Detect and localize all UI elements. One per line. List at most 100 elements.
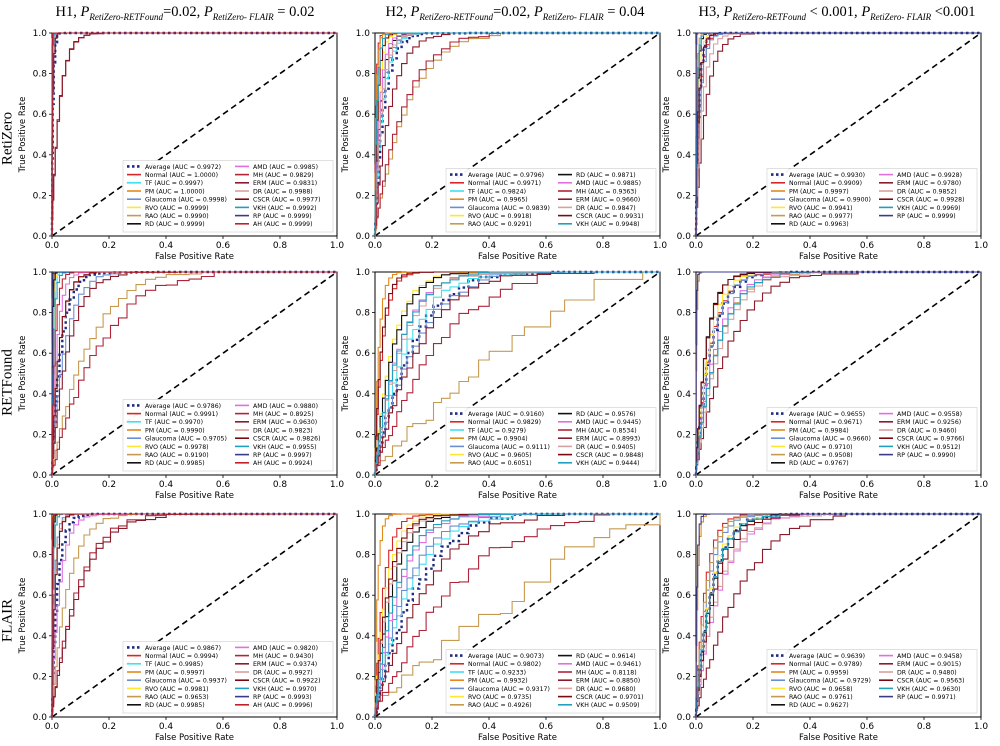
x-tick-label: 0.6 [216,722,231,732]
y-tick-label: 0.4 [33,632,48,642]
x-tick-label: 0.4 [159,241,174,251]
roc-panel-h3-flair: 0.0 0.2 0.4 0.6 0.8 1.0 0.0 0.2 0.4 0.6 0.8 1.0 Fals… [662,510,988,743]
y-tick-label: 0.0 [356,232,371,242]
x-tick-label: 0.0 [45,480,60,490]
x-tick-label: 1.0 [974,241,989,251]
x-tick-label: 0.2 [102,722,116,732]
x-tick-label: 0.0 [45,241,60,251]
x-tick-label: 0.2 [425,241,439,251]
legend-entry-glaucoma: Glaucoma (AUC = 0.9660) [789,436,871,443]
legend-box [766,407,978,472]
y-tick-label: 0.0 [33,232,48,242]
roc-curve-rp [695,513,981,717]
y-tick-label: 1.0 [677,268,692,278]
y-tick-label: 1.0 [677,29,692,39]
y-tick-label: 0.0 [677,471,692,481]
legend-entry-rao: RAO (AUC = 0.9653) [145,694,209,701]
legend-entry-rvo: RVO (AUC = 0.9978) [145,444,209,451]
legend-entry-rd: RD (AUC = 0.9871) [576,172,636,179]
legend-entry-mh: MH (AUC = 0.8925) [253,411,314,418]
x-tick-label: 1.0 [330,241,345,251]
chance-line [51,513,338,718]
x-tick-label: 0.4 [803,722,818,732]
y-tick-label: 0.0 [33,471,48,481]
legend-entry-rvo: RVO (AUC = 0.9941) [789,205,853,212]
y-tick-label: 0.2 [356,672,370,682]
legend-entry-erm: ERM (AUC = 0.9374) [253,661,317,668]
roc-curve-ah [51,271,337,475]
column-title-h3: H3, PRetiZero-RETFound < 0.001, PRetiZer… [698,4,976,22]
x-tick-label: 0.2 [746,241,760,251]
legend-entry-normal: Normal (AUC = 0.9994) [145,653,218,660]
legend-entry-cscr: CSCR (AUC = 0.9563) [897,678,965,685]
legend-entry-glaucoma: Glaucoma (AUC = 0.9839) [468,205,550,212]
legend-entry-tf: TF (AUC = 0.9970) [144,419,203,426]
x-tick-label: 1.0 [653,722,668,732]
x-tick-label: 0.6 [539,241,554,251]
x-tick-label: 0.8 [917,241,932,251]
legend-entry-pm: PM (AUC = 1.0000) [145,188,205,195]
y-tick-label: 0.4 [356,151,371,161]
roc-curve-erm [695,513,981,718]
chance-line [695,513,982,718]
y-tick-label: 0.0 [356,471,371,481]
x-tick-label: 0.0 [368,722,383,732]
roc-curve-mh [51,271,337,475]
legend-entry-vkh: VKH (AUC = 0.9630) [897,686,961,693]
legend-entry-amd: AMD (AUC = 0.9558) [897,411,962,418]
y-tick-label: 0.0 [33,713,48,723]
y-tick-label: 0.6 [356,110,371,120]
x-tick-label: 1.0 [974,480,989,490]
legend-entry-rao: RAO (AUC = 0.4926) [468,702,532,709]
legend-entry-cscr: CSCR (AUC = 0.9701) [576,694,644,701]
legend-entry-rd: RD (AUC = 0.9767) [789,460,849,467]
chance-line [374,32,661,237]
y-tick-label: 0.4 [356,632,371,642]
legend-entry-vkh: VKH (AUC = 0.9955) [253,444,317,451]
roc-panel-h1-retfound: 0.0 0.2 0.4 0.6 0.8 1.0 0.0 0.2 0.4 0.6 0.8 1.0 Fals… [18,268,344,501]
y-tick-label: 1.0 [677,510,692,520]
y-tick-label: 0.4 [677,151,692,161]
y-axis-label: True Positive Rate [662,336,672,413]
legend-entry-ah: AH (AUC = 0.9924) [253,460,313,467]
legend-entry-average: Average (AUC = 0.9073) [468,653,544,660]
y-tick-label: 0.2 [33,191,47,201]
legend-entry-average: Average (AUC = 0.9930) [789,172,865,179]
legend-entry-dr: DR (AUC = 0.9480) [897,669,957,676]
legend-entry-dr: DR (AUC = 0.9680) [576,686,636,693]
x-tick-label: 0.8 [596,722,611,732]
legend-entry-rp: RP (AUC = 0.9993) [253,694,312,701]
y-axis-label: True Positive Rate [662,578,672,655]
y-tick-label: 0.4 [33,151,48,161]
legend-entry-cscr: CSCR (AUC = 0.9977) [253,197,321,204]
x-tick-label: 0.4 [482,722,497,732]
x-axis-label: False Positive Rate [155,491,234,501]
legend-entry-normal: Normal (AUC = 0.9671) [789,419,862,426]
legend-entry-rp: RP (AUC = 0.9971) [897,694,956,701]
y-tick-label: 0.0 [677,713,692,723]
roc-curve-rao [51,271,337,476]
y-axis-label: True Positive Rate [662,97,672,174]
legend-entry-tf: TF (AUC = 0.9985) [144,661,203,668]
y-tick-label: 0.8 [677,551,692,561]
legend-entry-rao: RAO (AUC = 0.9190) [145,452,209,459]
y-tick-label: 0.2 [677,430,691,440]
legend-entry-dr: DR (AUC = 0.9405) [576,444,636,451]
legend-entry-amd: AMD (AUC = 0.9461) [576,661,641,668]
legend-entry-average: Average (AUC = 0.9786) [145,403,221,410]
legend-entry-average: Average (AUC = 0.9639) [789,653,865,660]
roc-panel-h1-retizero: 0.0 0.2 0.4 0.6 0.8 1.0 0.0 0.2 0.4 0.6 0.8 1.0 Fals… [18,29,344,262]
chance-line [51,32,338,237]
chance-line [51,271,338,476]
y-tick-label: 1.0 [356,29,371,39]
roc-curve-ah [51,513,337,717]
y-axis-label: True Positive Rate [18,97,28,174]
column-title-h1: H1, PRetiZero-RETFound=0.02, PRetiZero- … [55,4,315,22]
y-tick-label: 0.8 [356,551,371,561]
x-tick-label: 0.4 [482,241,497,251]
legend-entry-rao: RAO (AUC = 0.9977) [789,213,853,220]
legend-entry-dr: DR (AUC = 0.9988) [253,188,313,195]
x-tick-label: 0.8 [917,480,932,490]
legend-entry-average: Average (AUC = 0.9796) [468,172,544,179]
x-tick-label: 0.2 [425,480,439,490]
